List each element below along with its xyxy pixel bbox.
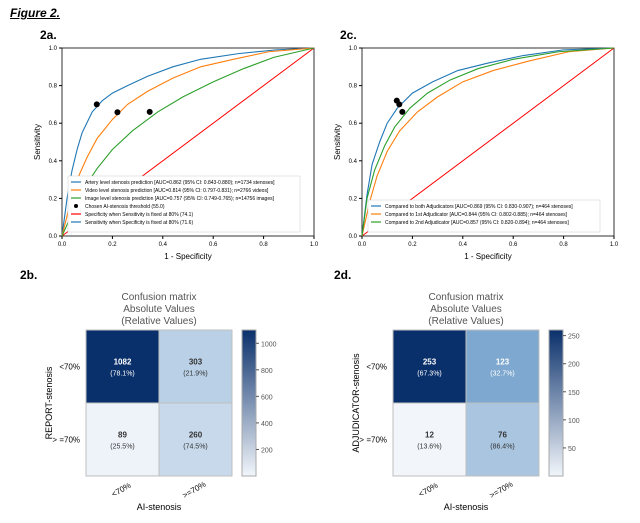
svg-text:(Relative Values): (Relative Values) bbox=[121, 316, 196, 327]
svg-text:600: 600 bbox=[261, 394, 273, 401]
panel-label-2d: 2d. bbox=[334, 268, 351, 282]
svg-text:(13.6%): (13.6%) bbox=[417, 444, 442, 451]
svg-text:(21.9%): (21.9%) bbox=[183, 371, 208, 378]
svg-text:0.4: 0.4 bbox=[49, 159, 58, 165]
svg-text:>=70%: >=70% bbox=[488, 480, 514, 500]
svg-text:253: 253 bbox=[423, 358, 437, 367]
svg-text:50: 50 bbox=[568, 446, 576, 453]
svg-text:Compared to 2nd Adjudicator [A: Compared to 2nd Adjudicator [AUC=0.857 (… bbox=[385, 220, 569, 226]
svg-text:1082: 1082 bbox=[114, 358, 132, 367]
svg-text:0.8: 0.8 bbox=[559, 242, 568, 248]
svg-text:Sensitivity when Specificity i: Sensitivity when Specificity is fixed at… bbox=[85, 220, 193, 226]
svg-text:0.0: 0.0 bbox=[349, 234, 358, 240]
svg-text:Confusion matrix: Confusion matrix bbox=[121, 292, 196, 303]
svg-text:ADJUDICATOR-stenosis: ADJUDICATOR-stenosis bbox=[351, 353, 361, 453]
svg-text:Absolute Values: Absolute Values bbox=[123, 304, 195, 315]
svg-text:<70%: <70% bbox=[110, 481, 132, 499]
svg-text:1000: 1000 bbox=[261, 341, 277, 348]
svg-text:Artery level stenosis predicti: Artery level stenosis prediction [AUC=0.… bbox=[85, 180, 275, 186]
svg-text:1.0: 1.0 bbox=[349, 46, 358, 52]
roc-chart-2a: 0.00.0 0.2 0.2 0.4 0.4 0.6 0.6 0.8 0.8 1.0 1.0 1 - … bbox=[30, 42, 320, 262]
svg-text:> =70%: > =70% bbox=[359, 436, 387, 445]
svg-text:(25.5%): (25.5%) bbox=[110, 444, 135, 451]
svg-text:0.4: 0.4 bbox=[159, 242, 168, 248]
svg-text:76: 76 bbox=[498, 431, 507, 440]
svg-text:AI-stenosis: AI-stenosis bbox=[444, 502, 489, 512]
roc-chart-2c: 0.00.0 0.2 0.2 0.4 0.4 0.6 0.6 0.8 0.8 1.0 1.0 1 - … bbox=[330, 42, 620, 262]
svg-text:(Relative Values): (Relative Values) bbox=[428, 316, 503, 327]
svg-text:(74.5%): (74.5%) bbox=[183, 444, 208, 451]
svg-text:0.0: 0.0 bbox=[358, 242, 367, 248]
svg-text:Compared to 1st Adjudicator [A: Compared to 1st Adjudicator [AUC=0.844 (… bbox=[385, 212, 568, 218]
svg-text:>=70%: >=70% bbox=[181, 480, 207, 500]
svg-text:0.2: 0.2 bbox=[108, 242, 117, 248]
panel-label-2a: 2a. bbox=[40, 28, 57, 42]
svg-text:0.6: 0.6 bbox=[49, 121, 58, 127]
panel-label-2b: 2b. bbox=[20, 268, 37, 282]
svg-text:89: 89 bbox=[118, 431, 127, 440]
svg-text:260: 260 bbox=[189, 431, 203, 440]
svg-text:200: 200 bbox=[568, 362, 580, 369]
svg-text:0.4: 0.4 bbox=[349, 159, 358, 165]
svg-text:1 - Specificity: 1 - Specificity bbox=[464, 252, 512, 261]
svg-text:1.0: 1.0 bbox=[610, 242, 619, 248]
svg-text:AI-stenosis: AI-stenosis bbox=[137, 502, 182, 512]
svg-text:0.6: 0.6 bbox=[349, 121, 358, 127]
svg-text:0.6: 0.6 bbox=[209, 242, 218, 248]
svg-text:Specificity when Sensitivity i: Specificity when Sensitivity is fixed at… bbox=[85, 212, 193, 218]
svg-text:1.0: 1.0 bbox=[49, 46, 58, 52]
svg-text:Sensitivity: Sensitivity bbox=[33, 124, 42, 160]
svg-text:0.8: 0.8 bbox=[259, 242, 268, 248]
figure-title: Figure 2. bbox=[10, 6, 60, 20]
svg-text:0.2: 0.2 bbox=[408, 242, 417, 248]
svg-text:100: 100 bbox=[568, 418, 580, 425]
svg-text:Confusion matrix: Confusion matrix bbox=[428, 292, 503, 303]
svg-text:Compared to both Adjudicators: Compared to both Adjudicators [AUC=0.869… bbox=[385, 204, 573, 210]
svg-text:0.4: 0.4 bbox=[459, 242, 468, 248]
svg-text:303: 303 bbox=[189, 358, 203, 367]
svg-text:<70%: <70% bbox=[417, 481, 439, 499]
svg-text:Sensitivity: Sensitivity bbox=[333, 124, 342, 160]
svg-text:12: 12 bbox=[425, 431, 434, 440]
svg-text:Chosen AI-stenosis threshold (: Chosen AI-stenosis threshold (55.0) bbox=[85, 204, 165, 210]
svg-text:0.0: 0.0 bbox=[58, 242, 67, 248]
svg-text:250: 250 bbox=[568, 334, 580, 341]
confusion-matrix-2b: Confusion matrixAbsolute Values(Relative… bbox=[38, 288, 318, 518]
svg-text:REPORT-stenosis: REPORT-stenosis bbox=[44, 366, 54, 439]
svg-text:0.6: 0.6 bbox=[509, 242, 518, 248]
svg-text:<70%: <70% bbox=[366, 363, 387, 372]
svg-text:(78.1%): (78.1%) bbox=[110, 371, 135, 378]
svg-text:0.8: 0.8 bbox=[49, 84, 58, 90]
svg-text:(67.3%): (67.3%) bbox=[417, 371, 442, 378]
svg-text:> =70%: > =70% bbox=[52, 436, 80, 445]
svg-text:800: 800 bbox=[261, 368, 273, 375]
svg-text:0.2: 0.2 bbox=[349, 196, 358, 202]
svg-text:(32.7%): (32.7%) bbox=[490, 371, 515, 378]
figure-page: Figure 2. 2a. 2c. 2b. 2d. 0.00.00.20.20.… bbox=[0, 0, 640, 523]
svg-text:400: 400 bbox=[261, 421, 273, 428]
svg-text:1.0: 1.0 bbox=[310, 242, 319, 248]
svg-text:1 - Specificity: 1 - Specificity bbox=[164, 252, 212, 261]
svg-text:Image level stenosis predictio: Image level stenosis prediction [AUC=0.7… bbox=[85, 196, 275, 202]
svg-text:150: 150 bbox=[568, 390, 580, 397]
svg-text:0.0: 0.0 bbox=[49, 234, 58, 240]
svg-text:200: 200 bbox=[261, 447, 273, 454]
svg-text:Video level stenosis predictio: Video level stenosis prediction [AUC=0.8… bbox=[85, 188, 269, 194]
svg-text:0.8: 0.8 bbox=[349, 84, 358, 90]
panel-label-2c: 2c. bbox=[340, 28, 357, 42]
svg-text:123: 123 bbox=[496, 358, 510, 367]
svg-text:0.2: 0.2 bbox=[49, 196, 58, 202]
svg-text:<70%: <70% bbox=[59, 363, 80, 372]
svg-text:(86.4%): (86.4%) bbox=[490, 444, 515, 451]
svg-text:Absolute Values: Absolute Values bbox=[430, 304, 502, 315]
confusion-matrix-2d: Confusion matrixAbsolute Values(Relative… bbox=[345, 288, 625, 518]
